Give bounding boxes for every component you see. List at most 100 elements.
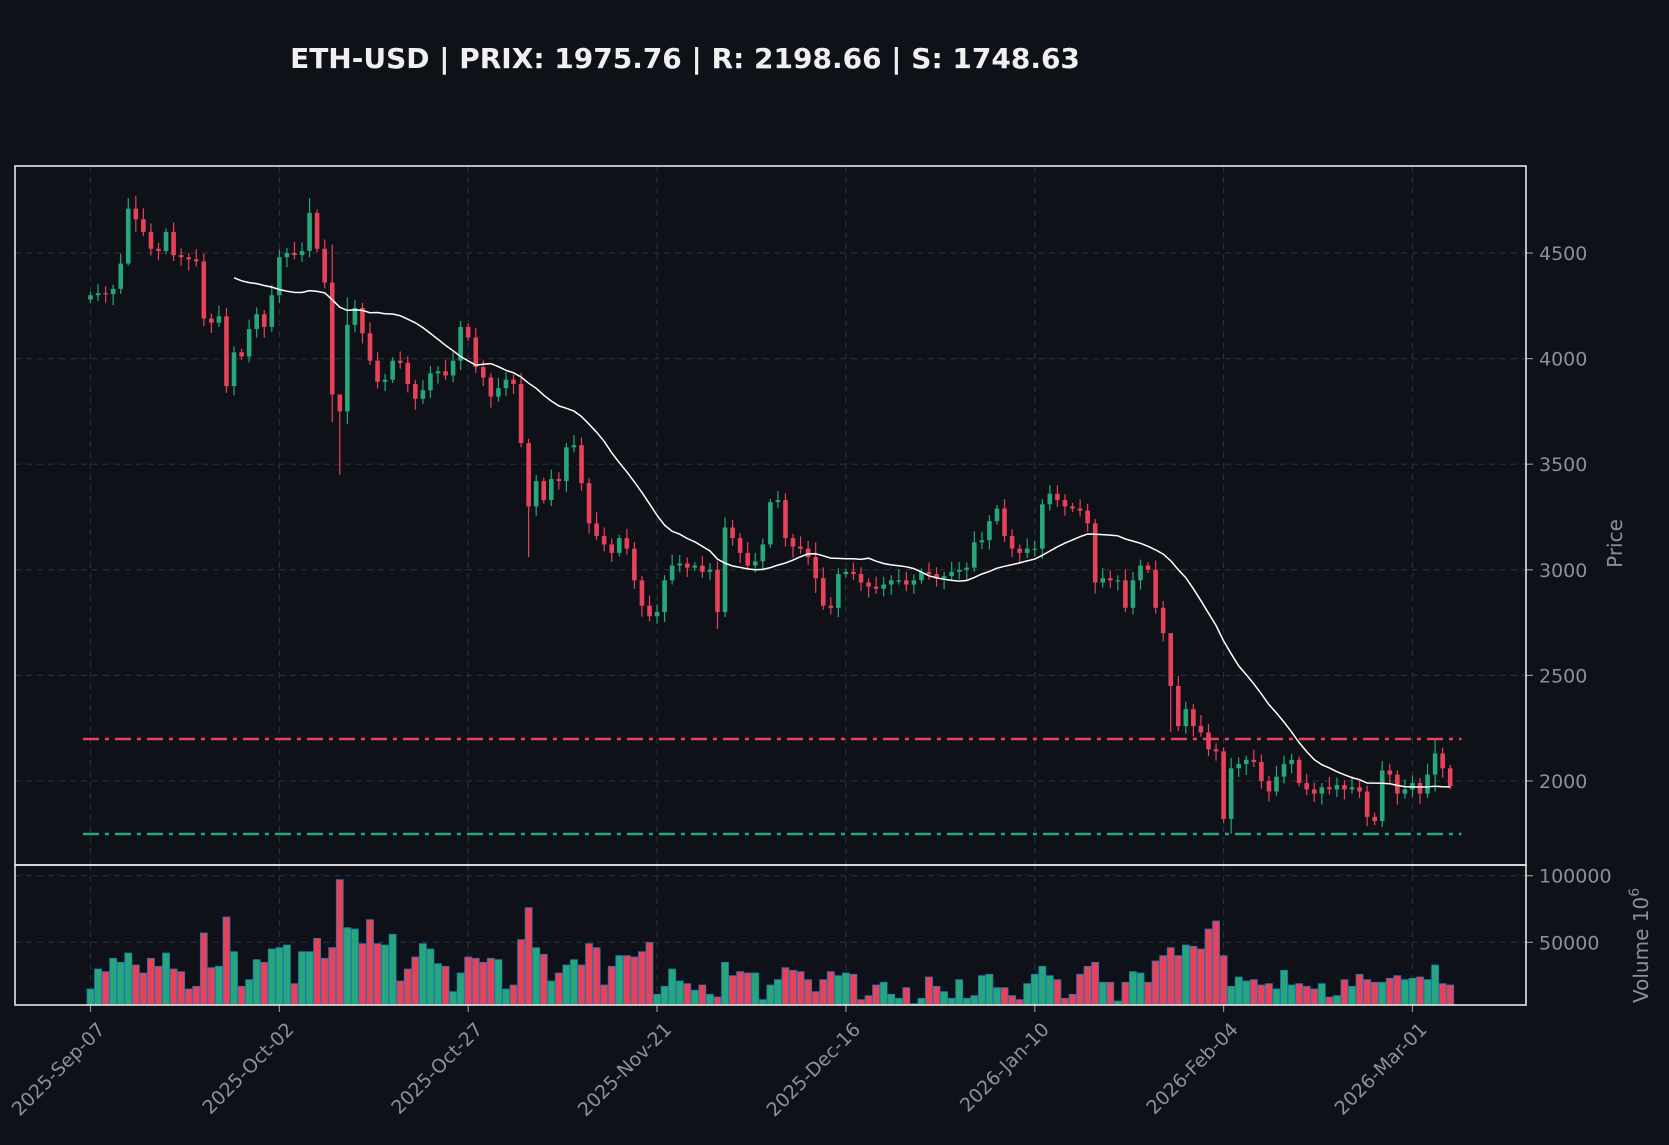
volume-bar <box>1106 981 1115 1006</box>
candle-body <box>1342 785 1347 790</box>
volume-bar <box>600 984 609 1006</box>
volume-bar <box>698 984 707 1006</box>
candle <box>775 490 781 509</box>
volume-bar <box>1408 977 1417 1006</box>
candle <box>941 571 947 590</box>
volume-bar <box>1219 955 1228 1006</box>
candle-body <box>413 383 418 399</box>
volume-bar <box>970 995 979 1006</box>
candle <box>768 498 773 548</box>
candle-body <box>1259 761 1264 781</box>
candle <box>979 531 985 550</box>
volume-bar <box>1159 955 1168 1006</box>
candle-body <box>715 569 720 613</box>
candle-body <box>843 571 849 574</box>
volume-bar <box>547 980 556 1006</box>
candle-body <box>405 362 411 384</box>
candle-body <box>201 261 207 319</box>
candle-body <box>1251 759 1257 762</box>
candle <box>1221 747 1226 824</box>
candle <box>1130 571 1136 615</box>
candle <box>1100 568 1106 588</box>
volume-bar <box>1000 987 1009 1006</box>
volume-bar <box>509 984 518 1006</box>
candle-body <box>488 377 494 397</box>
candle-body <box>737 538 743 553</box>
candle <box>730 519 735 546</box>
volume-bar <box>751 972 760 1006</box>
candle <box>231 346 237 396</box>
candle-body <box>904 580 909 585</box>
volume-bar <box>592 947 601 1006</box>
volume-bar <box>985 973 994 1006</box>
candle-body <box>1274 776 1279 792</box>
volume-bar <box>169 968 178 1006</box>
candle-body <box>518 383 524 444</box>
candle <box>352 300 358 333</box>
volume-bar <box>502 988 510 1006</box>
candle <box>548 469 554 506</box>
volume-bar <box>101 971 110 1006</box>
candle <box>1198 715 1204 737</box>
candle <box>518 372 524 448</box>
candle <box>163 228 169 255</box>
candle <box>556 472 562 490</box>
candle <box>1236 757 1242 777</box>
volume-bar <box>577 964 586 1006</box>
candle <box>571 435 577 453</box>
candle-body <box>1100 578 1106 583</box>
candle-body <box>1243 759 1249 765</box>
candle-body <box>496 388 501 397</box>
candle <box>133 195 139 232</box>
candle <box>201 253 207 327</box>
candle-body <box>707 569 713 572</box>
candle-body <box>609 544 615 553</box>
volume-bar <box>1423 979 1432 1006</box>
volume-bar <box>796 971 805 1006</box>
candle-body <box>1221 751 1226 819</box>
volume-bar <box>350 928 359 1006</box>
candle-body <box>337 394 343 412</box>
candle-body <box>458 326 463 361</box>
candle <box>790 533 796 558</box>
volume-bar <box>426 948 435 1006</box>
candle <box>1145 562 1151 574</box>
candle-body <box>1266 780 1272 792</box>
candle <box>1311 782 1317 803</box>
candle <box>1319 783 1325 805</box>
candle <box>405 356 411 393</box>
candle-body <box>1395 774 1400 794</box>
volume-bar <box>328 947 337 1006</box>
candle-body <box>1191 709 1196 727</box>
volume-bar <box>1061 997 1069 1006</box>
volume-bar <box>1023 983 1032 1006</box>
candle <box>594 512 599 541</box>
volume-bar <box>683 983 692 1006</box>
candle-body <box>141 219 146 232</box>
volume-bar <box>1310 988 1319 1006</box>
candle-body <box>1364 791 1370 817</box>
candle-body <box>465 326 471 338</box>
candle-body <box>1198 726 1204 733</box>
candle <box>1274 765 1279 796</box>
candle <box>367 322 373 365</box>
candle <box>586 478 592 534</box>
candle <box>503 372 509 396</box>
candle-body <box>836 573 841 608</box>
candle <box>1364 785 1370 827</box>
volume-bar <box>1348 985 1356 1006</box>
volume-bar <box>585 943 593 1006</box>
volume-bar <box>1053 979 1062 1006</box>
candle-body <box>473 337 479 368</box>
x-tick-label: 2025-Oct-27 <box>387 1019 487 1119</box>
volume-bar <box>675 980 684 1006</box>
volume-bar <box>1204 928 1213 1006</box>
candle-body <box>851 571 856 574</box>
volume-bar <box>207 967 216 1006</box>
volume-bar <box>804 979 813 1006</box>
candle-body <box>1175 685 1181 727</box>
x-tick-label: 2026-Mar-01 <box>1331 1019 1432 1120</box>
candle <box>193 249 199 267</box>
volume-bar <box>1302 985 1311 1006</box>
